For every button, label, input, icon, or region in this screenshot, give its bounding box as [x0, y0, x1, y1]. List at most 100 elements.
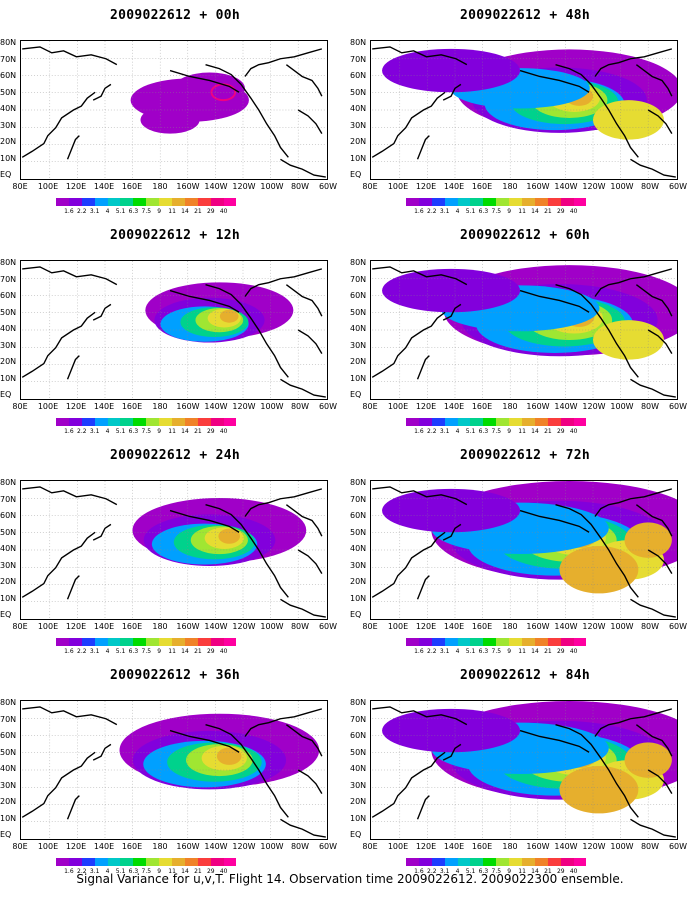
coastline [169, 509, 240, 533]
colorbar-label: 40 [569, 428, 578, 435]
coastline [519, 289, 590, 313]
colorbar-swatch [470, 638, 484, 646]
lat-label: 20N [350, 137, 367, 146]
lon-label: 100W [610, 622, 634, 631]
colorbar-swatch [81, 858, 95, 866]
coastline [280, 158, 326, 178]
lon-label: 100E [37, 182, 59, 191]
lon-label: 100W [260, 182, 284, 191]
colorbar-label: 7.5 [141, 208, 152, 215]
lon-label: 100W [260, 402, 284, 411]
colorbar-label: 2.2 [77, 868, 87, 875]
colorbar-label: 40 [219, 648, 228, 655]
colorbar-swatch [418, 418, 432, 426]
colorbar-label: 2.2 [427, 868, 437, 875]
colorbar-swatch [94, 858, 108, 866]
colorbar-swatch [146, 418, 160, 426]
lat-label: 20N [0, 797, 17, 806]
colorbar-label: 2.2 [77, 428, 87, 435]
lat-label: 10N [350, 373, 367, 383]
colorbar-swatch [560, 638, 574, 646]
lat-label: 40N [0, 544, 17, 553]
variance-contour [174, 72, 245, 105]
colorbar-swatch [509, 638, 523, 646]
colorbar-swatch [223, 198, 237, 206]
lon-label: 100W [610, 402, 634, 411]
colorbar-label: 7.5 [491, 648, 502, 655]
coastline [635, 284, 673, 317]
coastline [635, 504, 673, 537]
coastline [555, 283, 639, 378]
colorbar-swatch [56, 638, 69, 646]
colorbar-swatch [483, 638, 497, 646]
colorbar-label: 7.5 [491, 868, 502, 875]
colorbar-swatch [184, 858, 198, 866]
lat-label: 60N [350, 511, 367, 520]
colorbar-swatch [444, 198, 458, 206]
lon-label: 100E [37, 402, 59, 411]
variance-contour [219, 309, 239, 323]
colorbar-label: 29 [556, 208, 565, 215]
lon-label: 120W [232, 842, 256, 851]
lat-label: 30N [0, 340, 17, 350]
colorbar-swatch [159, 858, 173, 866]
lat-label: 10N [0, 373, 17, 383]
lon-label: 180 [152, 622, 168, 631]
coastline [372, 46, 468, 66]
variance-contour [382, 48, 521, 93]
lat-label: 70N [0, 714, 17, 724]
lon-label: 120E [415, 842, 437, 851]
colorbar-label: 4 [105, 208, 110, 215]
colorbar-swatch [496, 418, 510, 426]
colorbar-label: 14 [181, 868, 189, 875]
colorbar-label: 29 [206, 648, 215, 655]
lat-label: 80N [0, 38, 17, 47]
colorbar-label: 40 [569, 648, 578, 655]
lat-label: 70N [0, 54, 17, 64]
colorbar-swatch [172, 638, 185, 646]
colorbar-label: 40 [569, 208, 578, 215]
colorbar-swatch [210, 198, 224, 206]
lon-label: 80E [12, 622, 28, 631]
lon-label: 140E [443, 182, 465, 191]
colorbar-swatch [94, 418, 108, 426]
colorbar-label: 9 [157, 428, 162, 435]
panel-title: 2009022612 + 36h [109, 668, 241, 683]
colorbar-swatch [146, 638, 160, 646]
lon-label: 120W [582, 622, 606, 631]
coastline [297, 549, 323, 575]
colorbar-swatch [496, 638, 510, 646]
lon-label: 160W [526, 622, 550, 631]
colorbar-swatch [107, 418, 121, 426]
lon-label: 120W [232, 402, 256, 411]
colorbar-swatch [223, 418, 237, 426]
lon-label: 80E [12, 842, 28, 851]
variance-contour [140, 106, 200, 134]
colorbar-label: 1.6 [414, 868, 424, 875]
lat-label: 30N [0, 120, 17, 130]
lon-label: 140W [204, 182, 228, 191]
lon-label: 100W [260, 842, 284, 851]
colorbar [406, 198, 587, 206]
lon-label: 100E [387, 622, 409, 631]
lon-label: 80E [362, 182, 378, 191]
colorbar-swatch [483, 858, 497, 866]
lat-label: EQ [350, 610, 362, 619]
coastline [372, 486, 468, 506]
coastline [371, 531, 446, 598]
colorbar-swatch [68, 638, 82, 646]
lon-label: 140E [443, 622, 465, 631]
lon-label: 120E [415, 622, 437, 631]
lat-label: 10N [350, 813, 367, 823]
colorbar-swatch [56, 858, 69, 866]
colorbar-label: 40 [219, 868, 228, 875]
coastline [22, 46, 118, 66]
colorbar-label: 40 [569, 868, 578, 875]
lat-label: 10N [350, 153, 367, 163]
colorbar-swatch [522, 858, 535, 866]
coastline [66, 795, 80, 820]
colorbar-swatch [573, 858, 587, 866]
lat-label: 20N [350, 797, 367, 806]
lat-label: 70N [350, 54, 367, 64]
colorbar-label: 11 [168, 428, 176, 435]
